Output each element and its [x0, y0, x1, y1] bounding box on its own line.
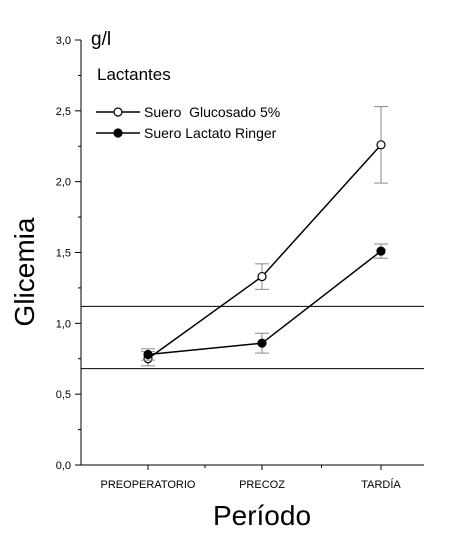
- y-unit-label: g/l: [91, 29, 111, 50]
- y-tick-label: 0,0: [56, 460, 71, 472]
- y-tick-label: 1,0: [56, 318, 71, 330]
- x-tick-label: PREOPERATORIO: [101, 479, 196, 491]
- legend-label-ringer: Suero Lactato Ringer: [144, 125, 277, 141]
- data-point-ringer: [376, 246, 386, 256]
- series-layer: [141, 106, 388, 367]
- data-point-glucosado: [257, 271, 267, 282]
- y-tick-label: 0,5: [56, 389, 71, 401]
- y-axis-ticks: 0,0 0,5 1,0 1,5 2,0 2,5 3,0: [56, 35, 81, 472]
- y-axis-title: Glicemia: [9, 217, 40, 326]
- legend-marker-ringer: [113, 128, 123, 138]
- legend-marker-glucosado: [113, 107, 123, 117]
- x-tick-label: PRECOZ: [239, 479, 285, 491]
- y-tick-label: 1,5: [56, 248, 71, 260]
- reference-lines: [81, 305, 424, 370]
- x-tick-label: TARDÍA: [361, 478, 401, 491]
- data-point-ringer: [143, 349, 153, 360]
- y-tick-label: 2,5: [56, 106, 71, 118]
- data-point-glucosado: [376, 140, 386, 150]
- data-point-ringer: [257, 338, 267, 348]
- x-axis-ticks: PREOPERATORIO PRECOZ TARDÍA: [101, 465, 401, 491]
- series-line-glucosado: [147, 144, 382, 360]
- legend-label-glucosado: Suero Glucosado 5%: [144, 104, 280, 120]
- y-tick-label: 2,0: [56, 177, 71, 189]
- y-tick-label: 3,0: [56, 35, 71, 47]
- series-line-ringer: [147, 250, 382, 356]
- legend: Suero Glucosado 5% Suero Lactato Ringer: [96, 104, 280, 141]
- panel-label: Lactantes: [97, 65, 171, 84]
- x-axis-title: Período: [213, 500, 311, 531]
